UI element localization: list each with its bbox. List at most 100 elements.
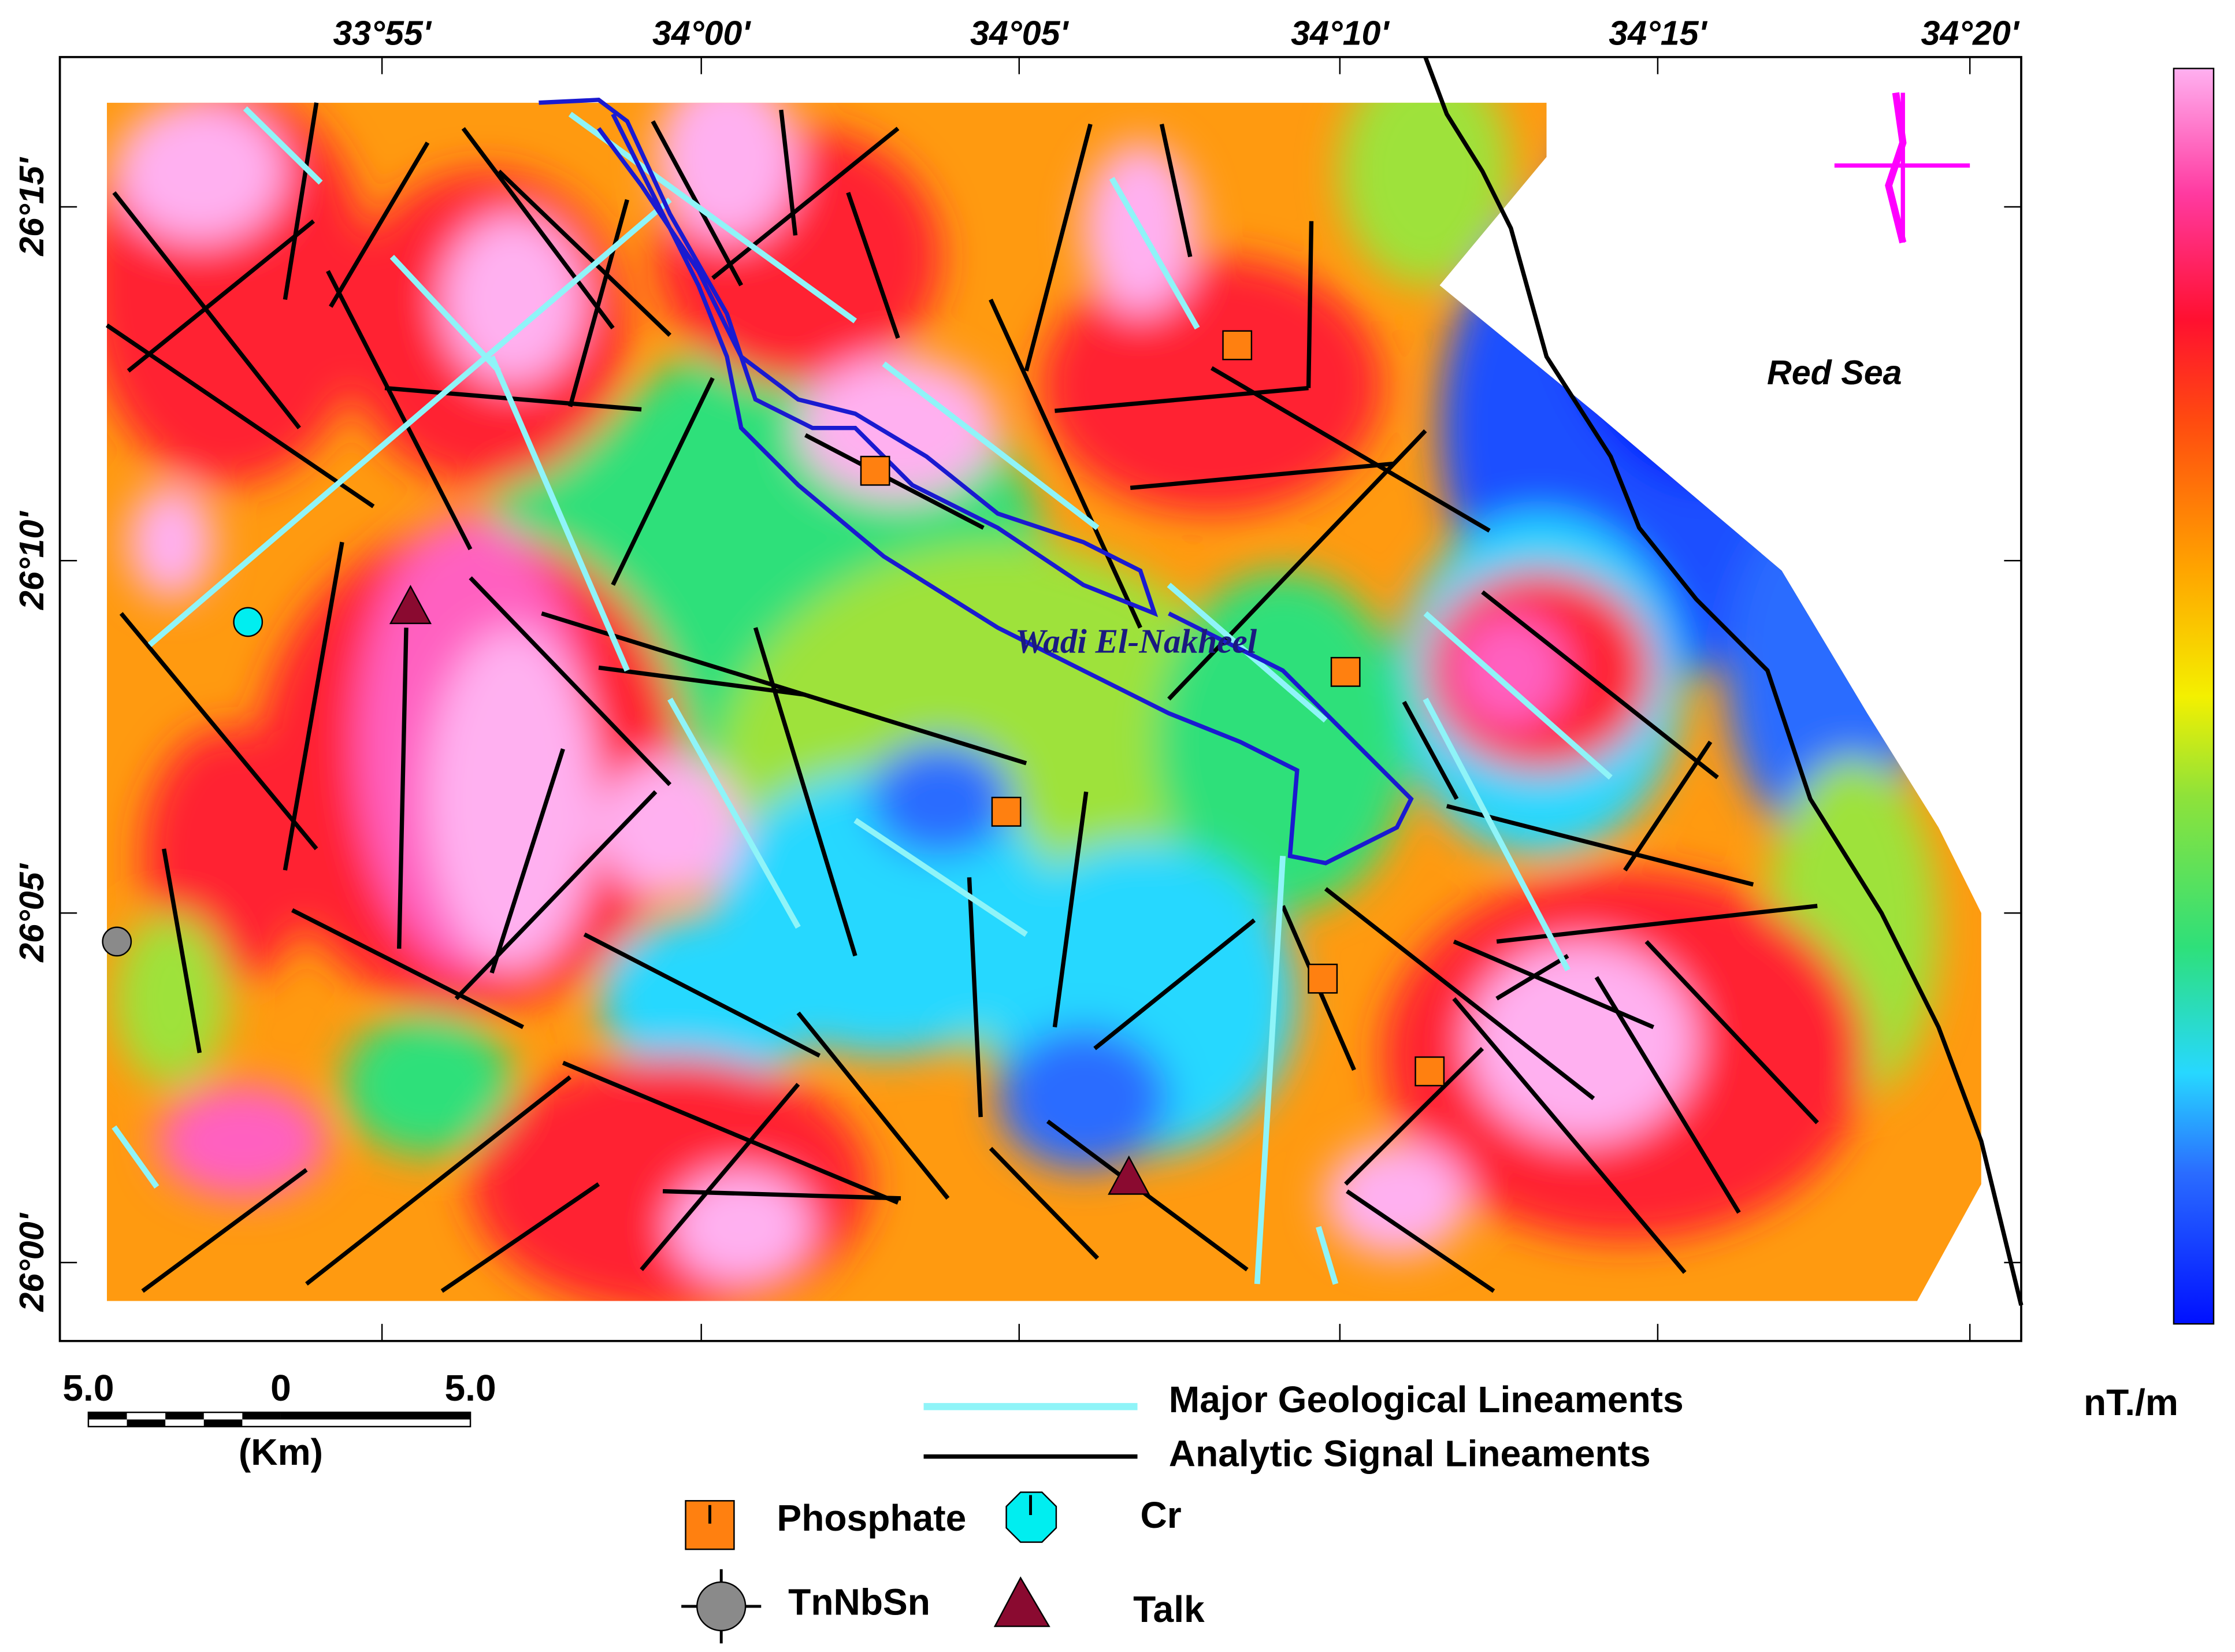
longitude-label: 34°05': [970, 13, 1069, 52]
anomaly: [1339, 102, 1511, 285]
talk-symbol: [1108, 1155, 1150, 1195]
anomaly: [670, 1170, 813, 1285]
analytic-lineament: [1594, 976, 1741, 1214]
colorbar-unit: nT./m: [2084, 1382, 2178, 1423]
anomaly-map: [107, 102, 1981, 1301]
anomaly: [599, 756, 741, 899]
analytic-lineament: [454, 790, 658, 1000]
analytic-lineament: [967, 877, 983, 1118]
analytic-lineament: [283, 541, 344, 871]
analytic-lineament: [598, 665, 806, 697]
colorbar: [2173, 68, 2215, 1325]
legend-label: Cr: [1140, 1494, 1181, 1536]
latitude-label: 26°05': [12, 863, 51, 962]
analytic-lineament: [989, 1146, 1100, 1260]
legend-label: Major Geological Lineaments: [1169, 1379, 1684, 1420]
legend-label: Phosphate: [777, 1497, 966, 1539]
analytic-lineament: [397, 628, 409, 949]
analytic-lineament: [1644, 940, 1819, 1124]
anomaly: [157, 1084, 328, 1198]
colorbar-ramp: [2173, 68, 2215, 1325]
geological-lineament: [389, 255, 501, 373]
analytic-lineament: [141, 1168, 308, 1293]
coastline: [1423, 56, 2024, 1306]
legend-symbols: [681, 1491, 1057, 1644]
analytic-lineament: [162, 848, 202, 1053]
analytic-lineament: [105, 323, 375, 508]
phosphate-symbol: [860, 455, 890, 486]
anomaly: [114, 102, 285, 243]
tnnbsn-symbol: [102, 926, 132, 957]
anomaly: [441, 214, 585, 385]
scale-bar: [87, 1411, 471, 1428]
analytic-lineament: [1344, 1047, 1484, 1186]
analytic-lineament: [562, 1060, 899, 1205]
anomaly: [1154, 570, 1412, 914]
place-label: Wadi El-Nakheel: [1015, 622, 1257, 660]
phosphate-symbol: [1414, 1056, 1445, 1087]
analytic-lineament: [1481, 590, 1719, 779]
geological-lineament: [489, 355, 630, 672]
analytic-lineament: [1052, 791, 1089, 1028]
analytic-lineament: [1495, 953, 1569, 1001]
analytic-lineament: [753, 627, 857, 957]
analytic-lineament: [119, 612, 318, 851]
analytic-lineament: [469, 576, 672, 786]
talk-symbol: [389, 585, 432, 625]
anomaly: [655, 102, 799, 243]
analytic-lineament: [291, 908, 525, 1029]
geological-lineament: [568, 112, 857, 324]
anomaly: [1468, 941, 1696, 1142]
place-label: Red Sea: [1767, 353, 1902, 392]
longitude-label: 33°55': [333, 13, 432, 52]
anomaly: [342, 1012, 514, 1156]
phosphate-symbol: [1308, 963, 1338, 994]
geological-lineament: [112, 1125, 159, 1189]
longitude-label: 34°00': [652, 13, 751, 52]
anomaly: [1553, 102, 1868, 485]
anomaly: [997, 1027, 1169, 1170]
legend-label: TnNbSn: [788, 1581, 930, 1623]
analytic-lineament: [1346, 1189, 1495, 1293]
phosphate-symbol: [1222, 330, 1253, 361]
analytic-lineament: [489, 748, 565, 974]
legend-label: Talk: [1133, 1588, 1205, 1630]
analytic-lineament: [1452, 997, 1687, 1274]
geological-lineament: [1109, 177, 1200, 330]
wadi-outline: [539, 98, 1414, 866]
scale-label: 5.0: [62, 1367, 114, 1409]
geological-lineament: [147, 197, 672, 647]
analytic-lineament: [305, 1075, 572, 1286]
analytic-lineament: [127, 219, 315, 373]
analytic-lineament: [541, 611, 1027, 766]
anomaly: [1326, 1141, 1468, 1256]
map-frame: [58, 55, 2022, 1342]
analytic-lineament: [611, 377, 715, 586]
latitude-label: 26°00': [12, 1212, 51, 1312]
deposit-symbols: [102, 330, 1445, 1195]
geological-lineament: [1254, 856, 1286, 1285]
north-arrow: [1834, 92, 1970, 244]
analytic-lineament: [440, 1182, 600, 1293]
legend-label: Analytic Signal Lineaments: [1169, 1433, 1651, 1475]
analytic-lineament: [662, 1189, 901, 1201]
analytic-lineament: [1130, 461, 1394, 491]
anomaly: [1454, 613, 1568, 728]
geological-lineament: [853, 818, 1028, 937]
latitude-label: 26°15': [12, 157, 51, 256]
analytic-lineament: [1324, 887, 1595, 1100]
geological-lineament: [1316, 1226, 1339, 1285]
anomaly: [428, 628, 599, 970]
longitude-label: 34°10': [1291, 13, 1390, 52]
analytic-lineament: [804, 433, 985, 530]
anomaly: [869, 741, 1012, 856]
geological-lineament: [1423, 697, 1571, 972]
scale-label: 0: [270, 1367, 291, 1409]
analytic-lineament: [329, 142, 430, 308]
cr-symbol: [233, 607, 263, 637]
anomaly: [470, 1055, 870, 1301]
analytic-lineament: [846, 192, 900, 339]
analytic-lineament: [1306, 221, 1314, 388]
analytic-lineament: [1210, 366, 1491, 533]
analytic-lineament: [796, 1011, 950, 1200]
